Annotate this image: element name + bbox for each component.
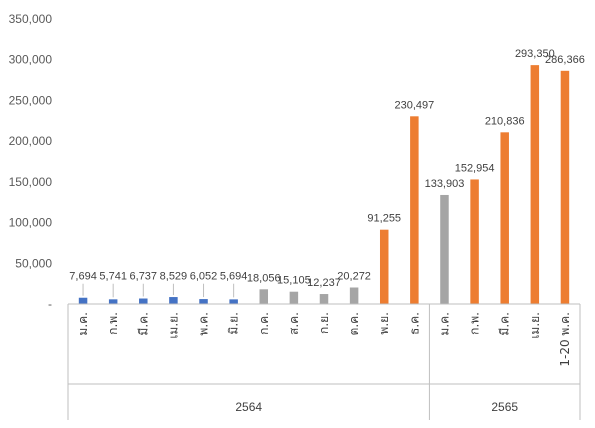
- category-label: เม.ย.: [528, 312, 542, 339]
- bar-value-label: 6,737: [130, 271, 158, 283]
- bar-value-label: 210,836: [485, 115, 525, 127]
- group-labels: 2564 2565: [235, 400, 518, 414]
- y-tick-label: 200,000: [9, 134, 53, 148]
- category-labels: ม.ค. ก.พ. มี.ค. เม.ย. พ.ค. มิ.ย. ก.ค. ส.ค. ก.ย. ต…: [76, 312, 572, 367]
- bar-value-label: 91,255: [367, 213, 401, 225]
- bar: [289, 291, 299, 304]
- bar: [169, 297, 178, 304]
- bar: [139, 298, 148, 304]
- bar: [560, 70, 570, 304]
- y-tick-label: 250,000: [9, 93, 53, 107]
- category-label: ก.พ.: [106, 312, 120, 335]
- y-tick-label: 150,000: [9, 175, 53, 189]
- bar-value-label: 5,741: [99, 271, 127, 283]
- bar: [530, 65, 540, 304]
- y-tick-label: -: [48, 297, 52, 311]
- category-label: ธ.ค.: [407, 312, 421, 335]
- category-label: 1-20 พ.ค.: [558, 312, 572, 367]
- category-label: ม.ค.: [76, 312, 90, 336]
- category-label: ก.พ.: [468, 312, 482, 335]
- y-tick-label: 300,000: [9, 53, 53, 67]
- y-tick-label: 350,000: [9, 12, 53, 26]
- bar: [108, 299, 118, 304]
- bars: [78, 65, 570, 304]
- bar-value-label: 20,272: [337, 270, 371, 282]
- category-axis: [67, 303, 581, 420]
- category-label: ม.ค.: [437, 312, 451, 336]
- category-label: พ.ย.: [377, 312, 391, 335]
- year-group-label: 2564: [235, 400, 262, 414]
- category-label: ส.ค.: [287, 312, 301, 335]
- category-label: มิ.ย.: [227, 312, 241, 335]
- bar-value-label: 8,529: [160, 271, 188, 283]
- bar-value-label: 230,497: [394, 99, 434, 111]
- bar-value-label: 7,694: [69, 271, 97, 283]
- bar-value-label: 18,056: [247, 272, 281, 284]
- category-label: มี.ค.: [136, 312, 150, 336]
- bar-value-label: 293,350: [515, 48, 555, 60]
- bar: [440, 194, 449, 304]
- category-label: พ.ค.: [197, 312, 211, 336]
- y-tick-label: 50,000: [15, 256, 52, 270]
- bar: [319, 294, 329, 304]
- bar-value-label: 12,237: [307, 277, 341, 289]
- data-labels: 7,694 5,741 6,737 8,529 6,052 5,694 18,05615,1…: [69, 48, 585, 289]
- bar-value-label: 5,694: [220, 271, 248, 283]
- year-group-label: 2565: [491, 400, 518, 414]
- bar: [229, 299, 238, 304]
- y-tick-label: 100,000: [9, 216, 53, 230]
- bar: [349, 287, 359, 304]
- bar: [410, 116, 419, 304]
- bar: [470, 179, 479, 304]
- bar: [259, 289, 269, 304]
- category-label: ก.ค.: [257, 312, 271, 335]
- category-label: ต.ค.: [347, 312, 361, 335]
- label-leader-lines: [82, 283, 235, 298]
- category-label: เม.ย.: [166, 312, 180, 339]
- bar: [500, 132, 509, 304]
- bar-value-label: 133,903: [425, 178, 465, 190]
- bar: [78, 297, 88, 304]
- category-label: มี.ค.: [498, 312, 512, 336]
- bar-value-label: 15,105: [277, 275, 311, 287]
- bar-value-label: 6,052: [190, 271, 218, 283]
- y-axis-ticks: - 50,000 100,000 150,000 200,000 250,000 300,0…: [9, 12, 53, 311]
- bar-value-label: 286,366: [545, 54, 585, 66]
- category-label: ก.ย.: [317, 312, 331, 334]
- bar-value-label: 152,954: [455, 162, 495, 174]
- bar: [199, 299, 208, 304]
- bar: [379, 229, 389, 304]
